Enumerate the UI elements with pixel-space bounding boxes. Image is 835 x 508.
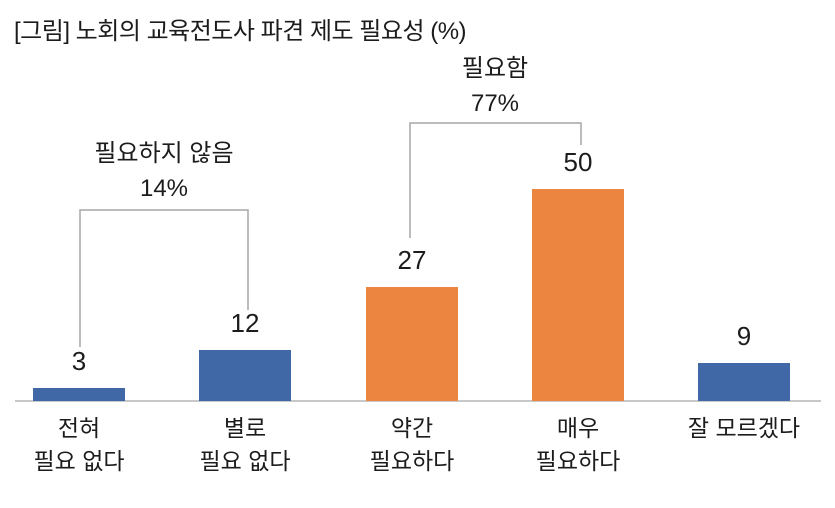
category-label-0: 전혀 필요 없다 (33, 415, 125, 474)
bar-0 (33, 388, 125, 401)
bar-1 (199, 350, 291, 401)
bar-value-label-4: 9 (736, 321, 752, 351)
chart-title: [그림] 노회의 교육전도사 파견 제도 필요성 (%) (14, 18, 467, 45)
annotation-needed-value: 77% (470, 90, 520, 117)
annotation-not-needed-label: 필요하지 않음 (94, 140, 234, 167)
annotation-not-needed-value: 14% (139, 175, 189, 202)
bar-4 (698, 363, 790, 401)
bar-3 (532, 189, 624, 401)
category-label-4: 잘 모르겠다 (687, 415, 801, 441)
bar-value-label-2: 27 (397, 245, 427, 275)
annotation-not-needed: 필요하지 않음 14% (54, 136, 274, 206)
annotation-needed-label: 필요함 (461, 55, 529, 82)
category-label-2: 약간 필요하다 (369, 415, 455, 474)
bar-2 (366, 287, 458, 401)
bar-value-label-1: 12 (230, 308, 260, 338)
annotation-needed: 필요함 77% (385, 51, 605, 121)
category-label-3: 매우 필요하다 (535, 415, 621, 474)
x-axis-line (15, 400, 821, 402)
bar-value-label-3: 50 (563, 147, 593, 177)
bar-value-label-0: 3 (71, 346, 87, 376)
category-label-1: 별로 필요 없다 (199, 415, 291, 474)
